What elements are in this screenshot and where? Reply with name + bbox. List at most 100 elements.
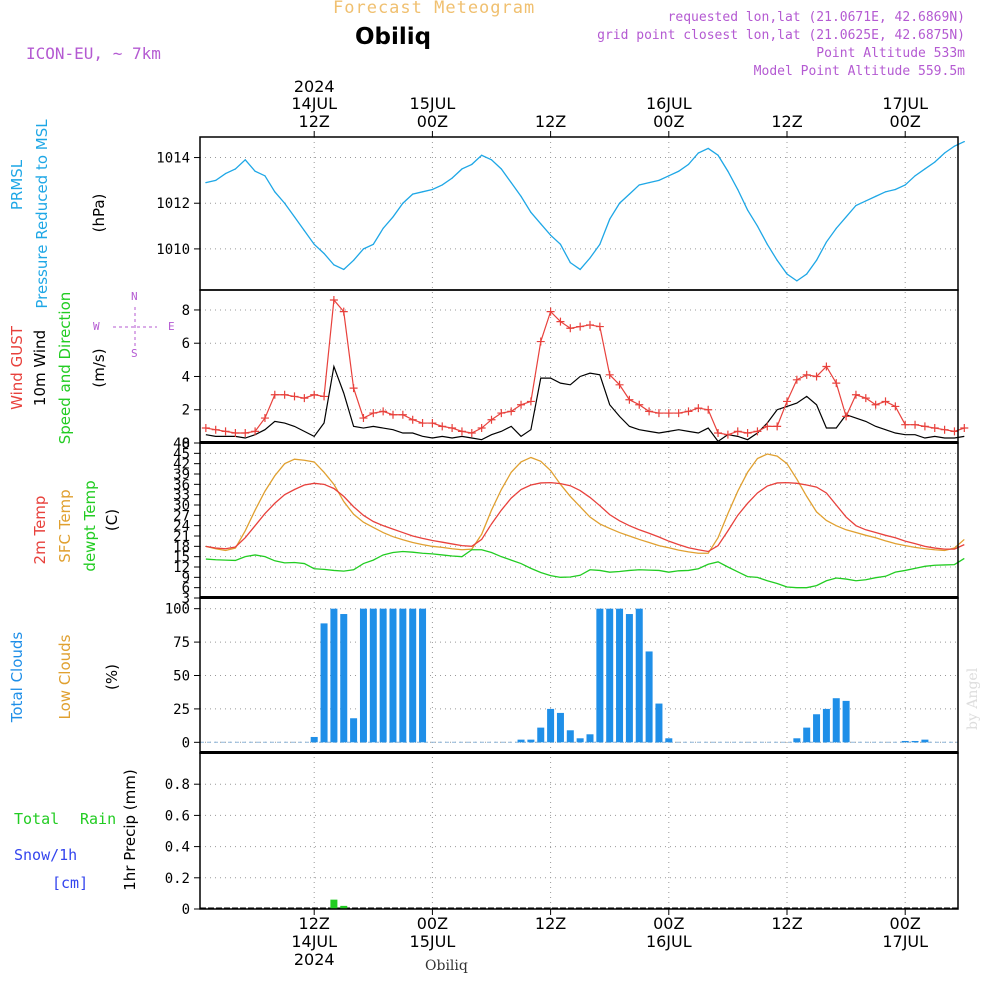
total-cloud-bar — [320, 623, 328, 743]
wind-gust-marker — [605, 370, 614, 379]
wind-gust-marker — [231, 429, 240, 438]
wind-title: 10m Wind — [31, 330, 49, 406]
pressure-subtitle: Pressure Reduced to MSL — [33, 119, 51, 309]
total-cloud-bar — [606, 608, 614, 743]
pressure-point — [953, 145, 956, 147]
wind-gust-marker — [871, 400, 880, 409]
sfc-title: SFC Temp — [56, 489, 74, 562]
pressure-point — [481, 154, 483, 156]
wind-gust-marker — [389, 410, 397, 419]
wind-gust-marker — [911, 420, 920, 429]
wind-gust-marker — [930, 424, 939, 433]
y-tick-label: 36 — [173, 477, 190, 493]
total-cloud-bar — [911, 740, 919, 743]
sfc-line — [205, 453, 965, 554]
wind-gust-marker — [556, 317, 565, 326]
clouds-unit: (%) — [103, 664, 121, 690]
wind-gust-marker — [576, 322, 585, 331]
pressure-point — [717, 154, 719, 156]
pressure-point — [707, 147, 709, 150]
pressure-point — [343, 268, 345, 271]
total-cloud-bar — [822, 708, 830, 743]
pressure-point — [628, 193, 631, 195]
panel-frame — [199, 442, 959, 599]
y-tick-label: 0 — [182, 902, 190, 918]
total-cloud-bar — [625, 614, 633, 743]
pressure-point — [431, 188, 433, 191]
total-cloud-bar — [921, 739, 929, 743]
time-label-top-hour: 00Z — [653, 112, 684, 131]
total-cloud-bar — [340, 614, 348, 743]
location-title: Obiliq — [355, 24, 432, 50]
footer-location: Obiliq — [425, 958, 468, 974]
wind-gust-marker — [635, 400, 644, 409]
total-cloud-bar — [635, 608, 643, 743]
total-cloud-bar — [419, 608, 427, 743]
compass-east: E — [168, 320, 175, 333]
pressure-point — [638, 184, 640, 186]
total-cloud-bar — [842, 700, 850, 743]
wind-gust-marker — [428, 419, 437, 428]
wind-gust-marker — [221, 427, 230, 436]
y-tick-label: 18 — [173, 539, 190, 555]
total-cloud-bar — [409, 608, 417, 743]
pressure-point — [362, 248, 365, 250]
wind-gust-marker — [792, 375, 801, 384]
wind-gust-marker — [517, 400, 526, 409]
requested-coords: requested lon,lat (21.0671E, 42.6869N) — [667, 10, 965, 25]
wind-gust-marker — [773, 422, 782, 431]
time-label-top-hour: 12Z — [771, 112, 802, 131]
y-tick-label: 39 — [173, 467, 190, 483]
pressure-point — [825, 241, 828, 243]
pressure-point — [589, 257, 591, 259]
wind-gust-marker — [940, 425, 949, 434]
time-label-bottom-hour: 00Z — [417, 914, 448, 933]
y-tick-label: 30 — [173, 498, 190, 514]
pressure-point — [727, 170, 729, 172]
pressure-title: PRMSL — [8, 159, 26, 210]
wind-gust-marker — [379, 407, 388, 416]
total-cloud-bar — [803, 727, 811, 743]
pressure-point — [865, 200, 867, 202]
wind-gust-marker — [595, 322, 604, 331]
pressure-point — [224, 172, 227, 175]
point-altitude: Point Altitude 533m — [816, 46, 965, 61]
y-tick-label: 25 — [173, 702, 190, 718]
y-tick-label: 2 — [182, 403, 190, 419]
y-tick-label: 42 — [173, 457, 190, 473]
time-label-bottom-hour: 12Z — [299, 914, 330, 933]
wind-unit: (m/s) — [90, 348, 108, 387]
pressure-point — [737, 188, 739, 191]
wind-gust-marker — [881, 397, 890, 406]
time-label-top-hour: 00Z — [890, 112, 921, 131]
pressure-point — [815, 259, 818, 261]
pressure-point — [550, 234, 552, 236]
y-tick-label: 0 — [182, 735, 190, 751]
y-tick-label: 33 — [173, 488, 190, 504]
wind-gust-marker — [329, 295, 338, 304]
time-label-bottom-date: 16JUL — [646, 932, 692, 951]
wind-gust-marker — [300, 394, 309, 403]
model-label: ICON-EU, ~ 7km — [26, 44, 161, 63]
time-label-top-hour: 12Z — [535, 112, 566, 131]
pressure-point — [875, 195, 877, 197]
y-tick-label: 0.8 — [165, 777, 190, 793]
pressure-point — [766, 243, 768, 245]
wind-gust-marker — [674, 409, 683, 418]
total-cloud-bar — [527, 739, 535, 743]
pressure-point — [510, 182, 512, 184]
pressure-point — [796, 280, 798, 282]
time-label-top-hour: 12Z — [299, 112, 330, 131]
pressure-point — [845, 216, 847, 218]
wind-gust-marker — [733, 427, 742, 436]
total-cloud-bar — [576, 738, 584, 743]
y-tick-label: 0 — [182, 436, 190, 452]
wind-gust-marker — [822, 362, 831, 371]
wind-gust-marker — [654, 409, 663, 418]
time-label-bottom-date: 17JUL — [882, 932, 928, 951]
wind-gust-marker — [251, 427, 260, 436]
time-label-bottom-hour: 12Z — [771, 914, 802, 933]
y-tick-label: 100 — [165, 602, 190, 618]
total-cloud-bar — [586, 734, 594, 743]
